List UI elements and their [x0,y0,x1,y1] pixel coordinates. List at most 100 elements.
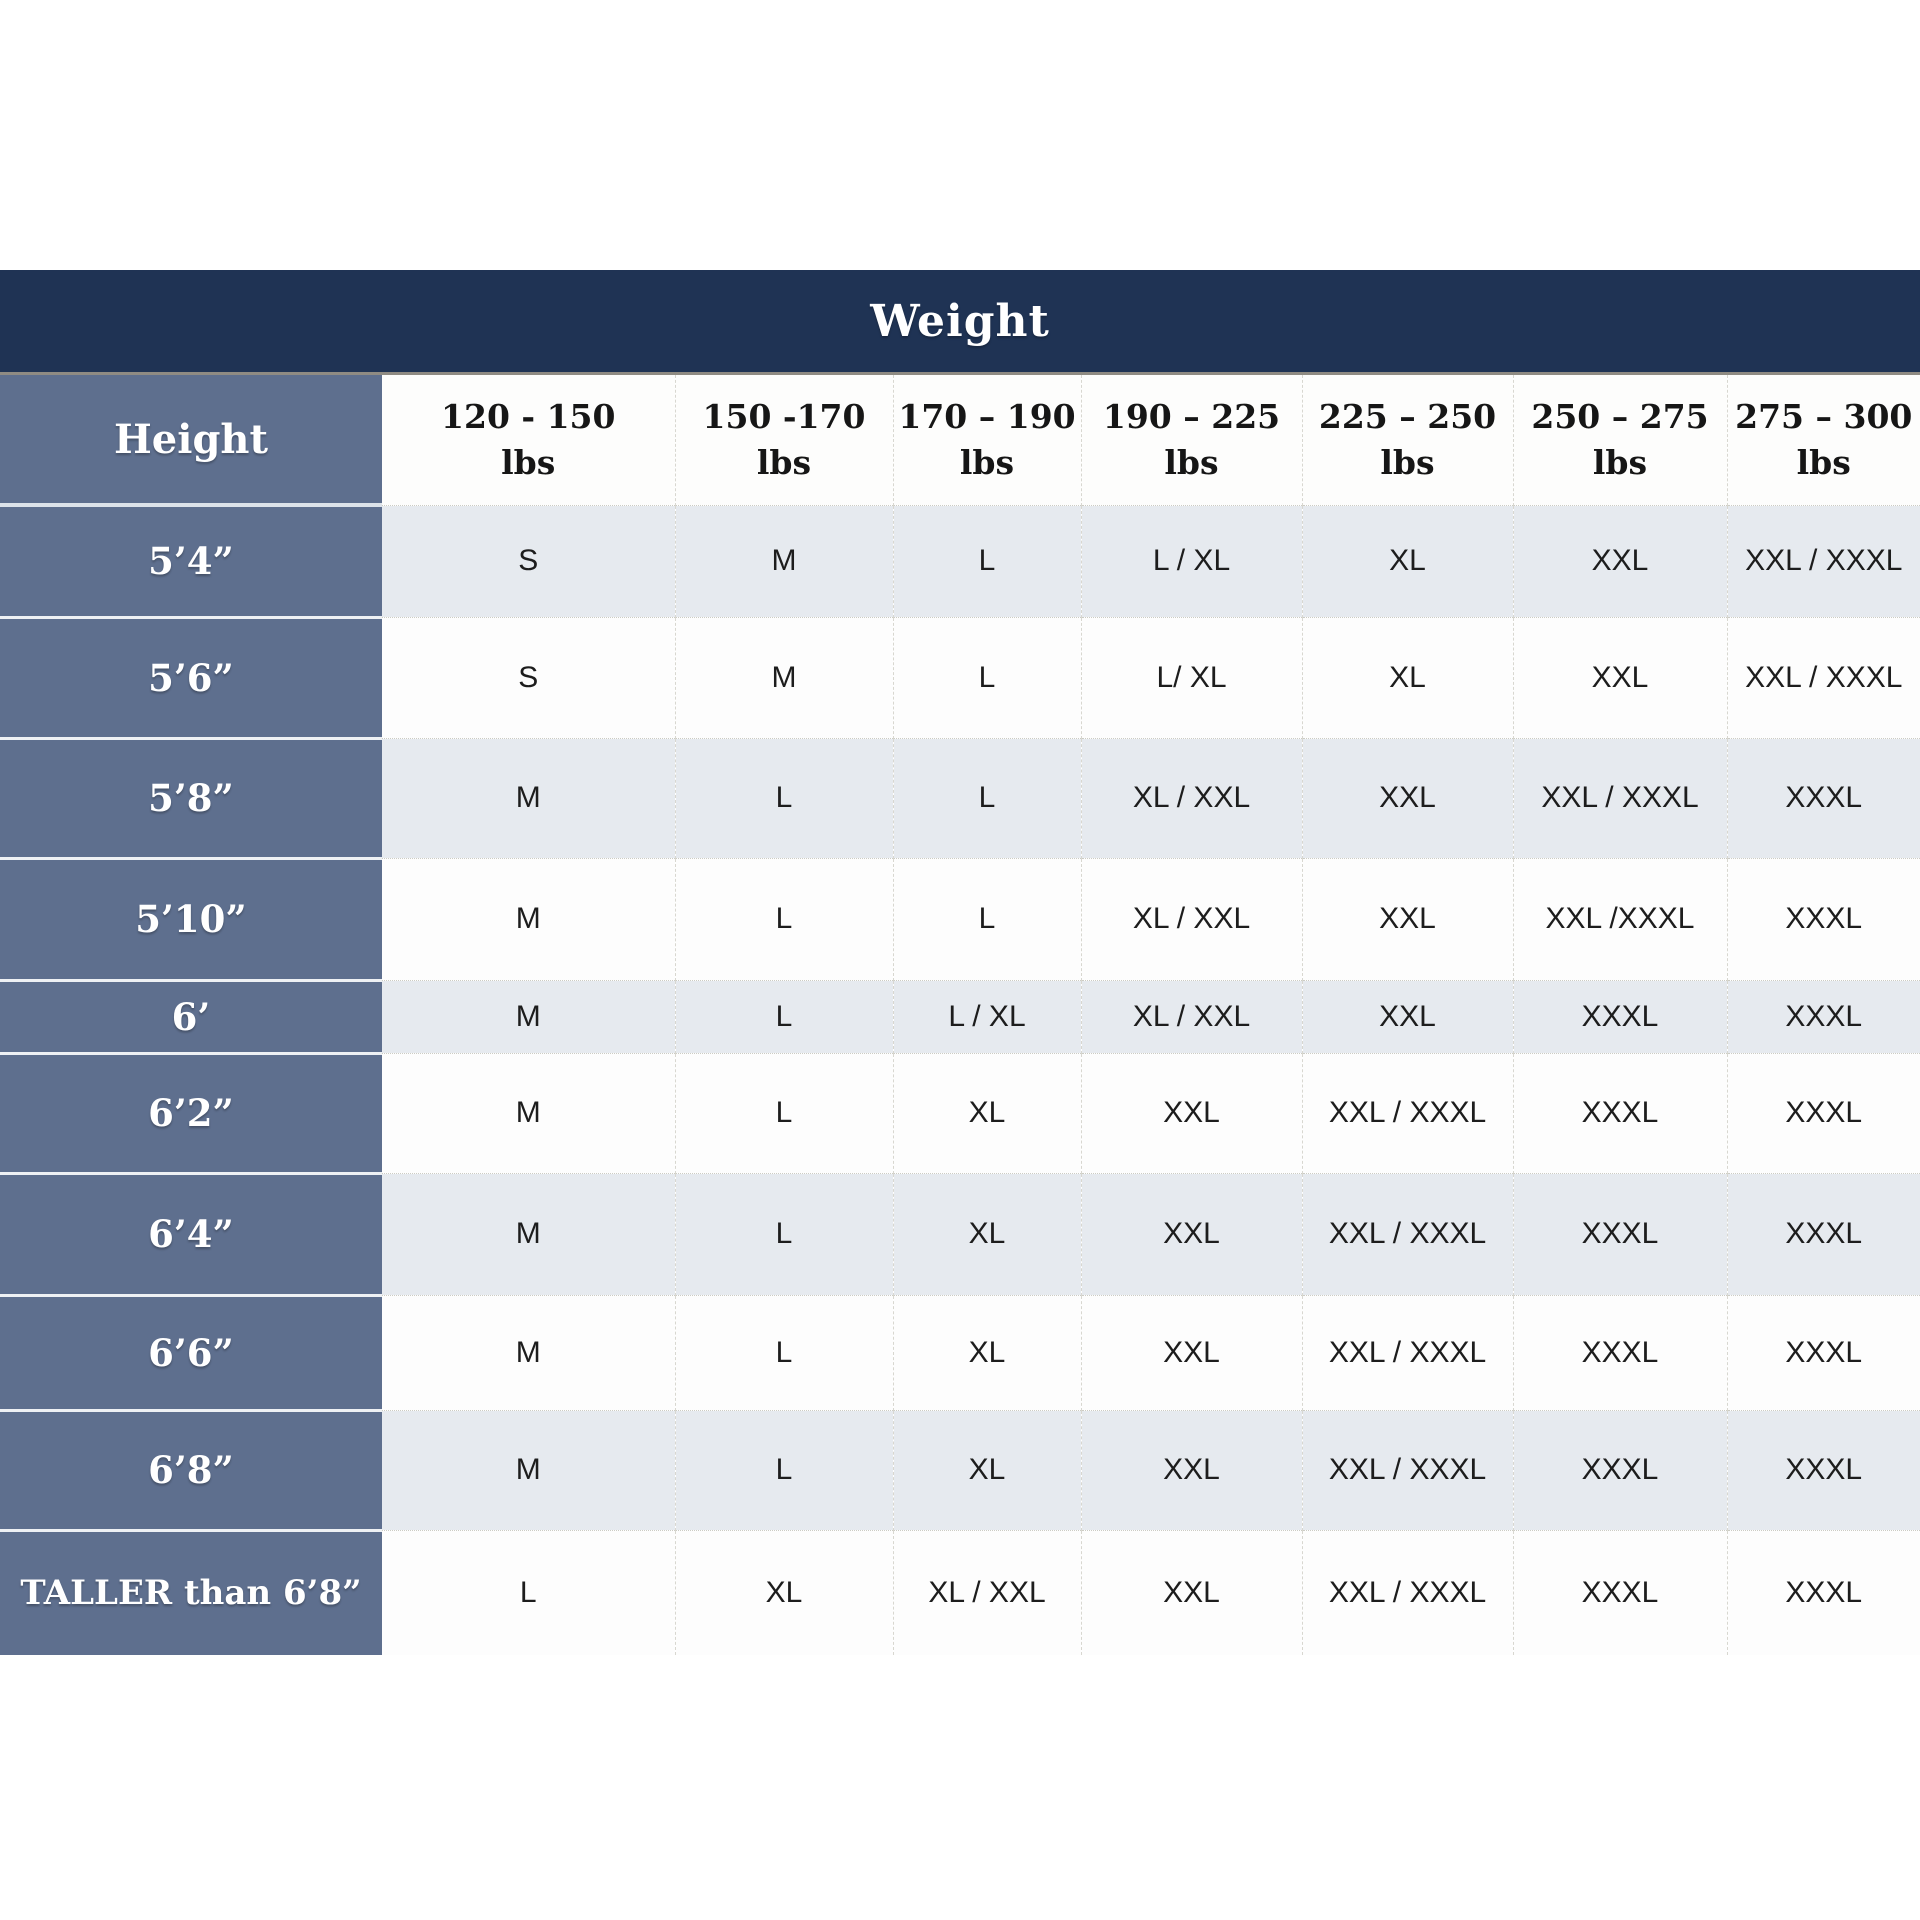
weight-col-header: 150 -170 lbs [674,375,893,506]
size-cell: XXXL [1726,737,1920,858]
size-cell: S [382,616,675,738]
size-cell: XXL [1080,1052,1302,1173]
size-cell: XL [1301,616,1513,738]
weight-header-row: Height 120 - 150 lbs 150 -170 lbs 170 – 19… [0,375,1920,507]
size-cell: XL / XXL [1080,737,1302,858]
size-cell: XXXL [1512,1409,1727,1530]
size-cell: XXL / XXXL [1301,1529,1513,1655]
size-cell: XXXL [1726,1172,1920,1295]
height-label: 6’ [0,978,382,1053]
size-cell: M [674,616,893,738]
size-cell: XXL [1080,1294,1302,1410]
size-cell: L [892,737,1081,858]
weight-unit: lbs [1796,442,1851,482]
size-cell: XL [892,1052,1081,1173]
table-row: 6’4” M L XL XXL XXL / XXXL XXXL XXXL [0,1171,1920,1295]
weight-range: 275 – 300 [1735,397,1913,437]
size-cell: XL [892,1409,1081,1530]
weight-unit: lbs [1592,442,1648,482]
size-cell: XXL [1512,504,1727,617]
size-cell: M [382,1172,675,1295]
size-cell: XXL [1080,1172,1302,1295]
weight-banner: Weight [0,270,1920,375]
height-label: 6’8” [0,1408,382,1530]
table-row: 6’6” M L XL XXL XXL / XXXL XXXL XXXL [0,1293,1920,1410]
height-label: 6’4” [0,1171,382,1295]
table-row: 5’6” S M L L/ XL XL XXL XXL / XXXL [0,615,1920,738]
table-row: 6’8” M L XL XXL XXL / XXXL XXXL XXXL [0,1408,1920,1530]
weight-col-header: 250 – 275 lbs [1512,375,1727,506]
weight-col-header: 225 – 250 lbs [1301,375,1513,506]
size-cell: L [674,979,893,1053]
table-row: 5’8” M L L XL / XXL XXL XXL / XXXL XXXL [0,736,1920,858]
size-cell: S [382,504,675,617]
size-cell: L [674,857,893,980]
weight-col-header: 275 – 300 lbs [1726,375,1920,506]
table-row: 6’ M L L / XL XL / XXL XXL XXXL XXXL [0,978,1920,1053]
size-cell: L [892,504,1081,617]
size-cell: M [382,1052,675,1173]
size-cell: XXL / XXXL [1726,616,1920,738]
weight-unit: lbs [501,442,556,482]
size-cell: XXXL [1512,979,1727,1053]
size-cell: L [892,857,1081,980]
weight-range: 225 – 250 [1318,397,1497,437]
size-cell: L / XL [1080,504,1302,617]
size-cell: XXL [1080,1409,1302,1530]
size-cell: L [892,616,1081,738]
chart-title: Weight [870,295,1050,347]
weight-range: 190 – 225 [1102,397,1281,437]
size-cell: XL [674,1529,893,1655]
weight-unit: lbs [1164,442,1219,482]
size-cell: XXXL [1726,857,1920,980]
size-cell: XL / XXL [892,1529,1081,1655]
weight-col-header: 190 – 225 lbs [1080,375,1302,506]
size-cell: XXXL [1512,1294,1727,1410]
size-cell: XXXL [1512,1052,1727,1173]
size-cell: XL [892,1172,1081,1295]
weight-col-header: 170 – 190 lbs [892,375,1081,506]
table-row: 6’2” M L XL XXL XXL / XXXL XXXL XXXL [0,1051,1920,1173]
size-cell: XL [892,1294,1081,1410]
size-cell: XXL [1301,737,1513,858]
weight-range: 120 - 150 [441,397,616,437]
weight-col-header: 120 - 150 lbs [382,375,675,506]
height-label: 5’8” [0,736,382,858]
size-cell: XXL / XXXL [1512,737,1727,858]
size-cell: XXXL [1726,979,1920,1053]
size-cell: L [382,1529,675,1655]
weight-range: 150 -170 [702,397,866,437]
height-label: TALLER than 6’8” [0,1528,382,1655]
size-cell: XXXL [1726,1294,1920,1410]
table-row: 5’4” S M L L / XL XL XXL XXL / XXXL [0,503,1920,617]
size-cell: L [674,1172,893,1295]
size-cell: M [674,504,893,617]
size-cell: XXXL [1726,1409,1920,1530]
size-cell: XXL / XXXL [1726,504,1920,617]
size-cell: L [674,1294,893,1410]
height-label: 6’2” [0,1051,382,1173]
weight-range: 250 – 275 [1531,397,1709,437]
size-cell: M [382,1409,675,1530]
size-cell: XXXL [1726,1052,1920,1173]
size-cell: L [674,737,893,858]
size-cell: XXL [1080,1529,1302,1655]
table-row: TALLER than 6’8” L XL XL / XXL XXL XXL /… [0,1528,1920,1655]
size-cell: XXL / XXXL [1301,1409,1513,1530]
size-cell: XXL [1301,979,1513,1053]
size-cell: XXL / XXXL [1301,1172,1513,1295]
size-cell: XXXL [1512,1529,1727,1655]
size-cell: XXL / XXXL [1301,1052,1513,1173]
size-cell: XXXL [1512,1172,1727,1295]
height-label: 5’6” [0,615,382,738]
size-cell: M [382,737,675,858]
size-cell: XXL [1301,857,1513,980]
size-cell: L / XL [892,979,1081,1053]
weight-unit: lbs [756,442,812,482]
height-label: 5’4” [0,503,382,617]
size-cell: L [674,1052,893,1173]
height-axis-label: Height [0,375,382,507]
weight-unit: lbs [1380,442,1435,482]
size-cell: XL / XXL [1080,979,1302,1053]
